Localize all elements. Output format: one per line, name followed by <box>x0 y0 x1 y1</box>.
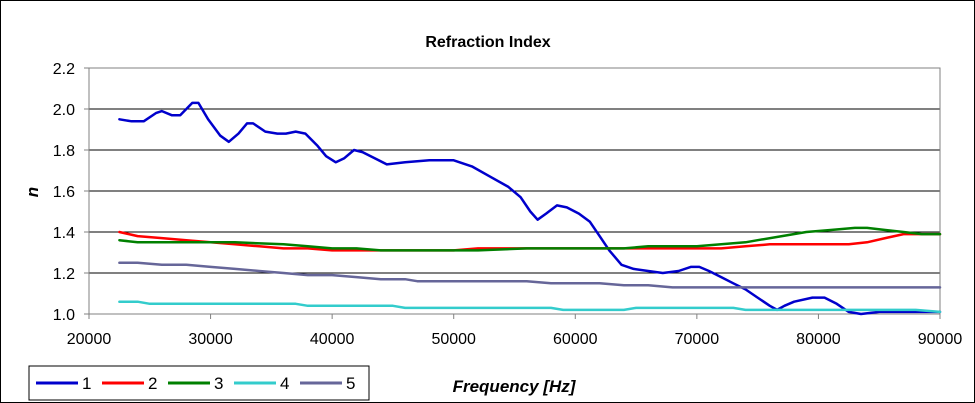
series-lines <box>118 101 942 316</box>
x-axis-label: Frequency [Hz] <box>453 377 577 396</box>
y-axis: 1.0 1.2 1.4 1.6 1.8 2.0 2.2 <box>53 61 89 324</box>
x-tick-label: 60000 <box>553 331 598 348</box>
legend: 1 2 3 4 5 <box>28 365 370 401</box>
x-tick-label: 50000 <box>431 331 476 348</box>
x-tick-label: 90000 <box>918 331 963 348</box>
y-tick-label: 1.2 <box>53 266 75 283</box>
series-line-5 <box>118 261 942 289</box>
x-tick-label: 70000 <box>675 331 720 348</box>
gridlines <box>89 108 940 274</box>
y-tick-label: 1.0 <box>53 307 75 324</box>
y-tick-label: 1.4 <box>53 225 75 242</box>
legend-label-5: 5 <box>346 374 355 393</box>
y-tick-label: 1.6 <box>53 184 75 201</box>
legend-label-4: 4 <box>280 374 289 393</box>
chart-title: Refraction Index <box>425 34 550 51</box>
series-line-4 <box>118 300 942 314</box>
y-tick-label: 2.0 <box>53 102 75 119</box>
series-line-1 <box>118 101 942 316</box>
series-line-3 <box>118 226 942 252</box>
x-tick-label: 20000 <box>67 331 112 348</box>
x-tick-label: 40000 <box>310 331 355 348</box>
y-axis-label: n <box>23 187 42 197</box>
x-axis: 20000 30000 40000 50000 60000 70000 80000 90000 <box>67 314 963 348</box>
y-tick-label: 2.2 <box>53 61 75 78</box>
legend-label-2: 2 <box>148 374 157 393</box>
y-tick-label: 1.8 <box>53 143 75 160</box>
legend-label-3: 3 <box>214 374 223 393</box>
x-tick-label: 80000 <box>796 331 841 348</box>
legend-label-1: 1 <box>82 374 91 393</box>
x-tick-label: 30000 <box>188 331 233 348</box>
